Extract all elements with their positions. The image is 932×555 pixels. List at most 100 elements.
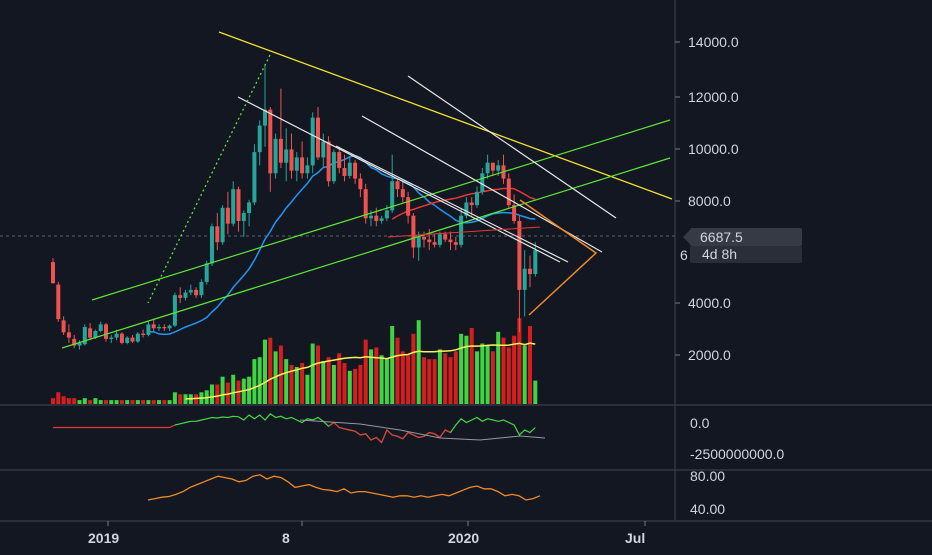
candle-body[interactable] xyxy=(77,342,82,346)
candle-body[interactable] xyxy=(347,162,352,176)
candle-body[interactable] xyxy=(188,289,193,293)
candle-body[interactable] xyxy=(475,191,479,206)
candle-body[interactable] xyxy=(56,284,61,320)
candle-body[interactable] xyxy=(72,338,77,346)
candle-body[interactable] xyxy=(263,109,267,126)
candle-body[interactable] xyxy=(374,215,379,221)
candle-body[interactable] xyxy=(241,213,246,221)
candle-body[interactable] xyxy=(119,333,124,343)
candle-body[interactable] xyxy=(236,189,241,221)
candle-body[interactable] xyxy=(496,165,501,171)
time-axis[interactable]: 2019 8 2020 Jul xyxy=(0,520,932,546)
candle-body[interactable] xyxy=(167,325,172,329)
candle-body[interactable] xyxy=(61,320,66,333)
candle-body[interactable] xyxy=(480,173,485,192)
candle-body[interactable] xyxy=(257,125,262,153)
candle-body[interactable] xyxy=(66,332,71,338)
candle-body[interactable] xyxy=(406,197,411,216)
candle-body[interactable] xyxy=(162,327,167,329)
candle-body[interactable] xyxy=(93,330,98,338)
candle-body[interactable] xyxy=(321,141,326,158)
candle-body[interactable] xyxy=(390,181,395,211)
candle-body[interactable] xyxy=(506,178,511,206)
green-dotted-line[interactable] xyxy=(147,54,271,304)
candle-body[interactable] xyxy=(485,162,490,174)
candle-body[interactable] xyxy=(353,162,358,179)
candle-body[interactable] xyxy=(130,337,135,342)
candle-body[interactable] xyxy=(453,242,458,245)
candle-body[interactable] xyxy=(448,239,453,243)
candle-body[interactable] xyxy=(400,189,405,198)
candle-body[interactable] xyxy=(395,181,400,190)
candle-body[interactable] xyxy=(146,324,151,335)
candle-body[interactable] xyxy=(427,239,432,243)
candle-body[interactable] xyxy=(422,236,426,240)
candle-body[interactable] xyxy=(199,281,204,296)
candle-body[interactable] xyxy=(215,226,220,243)
candle-body[interactable] xyxy=(416,236,421,248)
candle-body[interactable] xyxy=(194,289,199,296)
green-channel-upper[interactable] xyxy=(91,119,671,301)
candle-body[interactable] xyxy=(278,138,283,163)
candle-body[interactable] xyxy=(337,152,342,168)
white-parallel-line[interactable] xyxy=(335,145,569,263)
candle-body[interactable] xyxy=(358,178,363,190)
candle-body[interactable] xyxy=(528,268,532,274)
candle-body[interactable] xyxy=(88,328,93,338)
candle-body[interactable] xyxy=(141,333,146,335)
candle-body[interactable] xyxy=(157,327,161,329)
candle-body[interactable] xyxy=(172,295,177,326)
candle-body[interactable] xyxy=(220,207,225,243)
candle-body[interactable] xyxy=(109,337,114,339)
candle-body[interactable] xyxy=(135,333,140,342)
candle-body[interactable] xyxy=(268,109,273,174)
candle-body[interactable] xyxy=(432,242,437,245)
candle-body[interactable] xyxy=(51,262,55,284)
candle-body[interactable] xyxy=(231,189,236,224)
candle-body[interactable] xyxy=(411,215,416,248)
candle-body[interactable] xyxy=(469,202,474,206)
candle-body[interactable] xyxy=(247,202,252,214)
candle-body[interactable] xyxy=(210,226,214,264)
candle-body[interactable] xyxy=(114,333,119,338)
candlestick-series[interactable] xyxy=(51,64,538,350)
candle-body[interactable] xyxy=(517,221,522,290)
candle-body[interactable] xyxy=(284,149,289,163)
candle-body[interactable] xyxy=(326,141,331,182)
candle-body[interactable] xyxy=(294,157,299,171)
candle-body[interactable] xyxy=(289,149,294,171)
candle-body[interactable] xyxy=(125,337,130,343)
candle-body[interactable] xyxy=(273,138,278,174)
candle-body[interactable] xyxy=(98,324,103,331)
white-parallel-line[interactable] xyxy=(407,75,617,219)
candle-body[interactable] xyxy=(204,263,209,282)
yellow-trendline[interactable] xyxy=(218,31,673,200)
candle-body[interactable] xyxy=(252,152,257,203)
candle-body[interactable] xyxy=(82,327,87,345)
candle-body[interactable] xyxy=(363,189,368,219)
candle-body[interactable] xyxy=(151,324,156,329)
candle-body[interactable] xyxy=(305,165,310,174)
white-parallel-line[interactable] xyxy=(237,96,561,263)
candle-body[interactable] xyxy=(522,268,527,290)
candle-body[interactable] xyxy=(459,215,464,245)
candle-body[interactable] xyxy=(384,210,389,219)
candle-body[interactable] xyxy=(464,202,469,216)
candle-body[interactable] xyxy=(379,218,384,221)
candle-body[interactable] xyxy=(437,234,442,245)
candle-body[interactable] xyxy=(342,168,347,176)
candle-body[interactable] xyxy=(533,250,538,274)
candle-body[interactable] xyxy=(443,234,448,240)
trendline-drawings-front[interactable] xyxy=(61,31,673,349)
green-channel-lower[interactable] xyxy=(61,157,671,349)
candle-body[interactable] xyxy=(183,292,188,298)
candle-body[interactable] xyxy=(369,215,373,219)
last-price-badge[interactable] xyxy=(690,228,802,246)
candle-body[interactable] xyxy=(512,205,517,221)
candle-body[interactable] xyxy=(225,207,230,224)
candle-body[interactable] xyxy=(178,295,183,298)
candle-body[interactable] xyxy=(490,162,495,171)
price-axis[interactable]: 14000.0 12000.0 10000.0 8000.0 4000.0 2000.0 6… xyxy=(675,34,802,517)
orange-triangle[interactable] xyxy=(519,199,598,316)
